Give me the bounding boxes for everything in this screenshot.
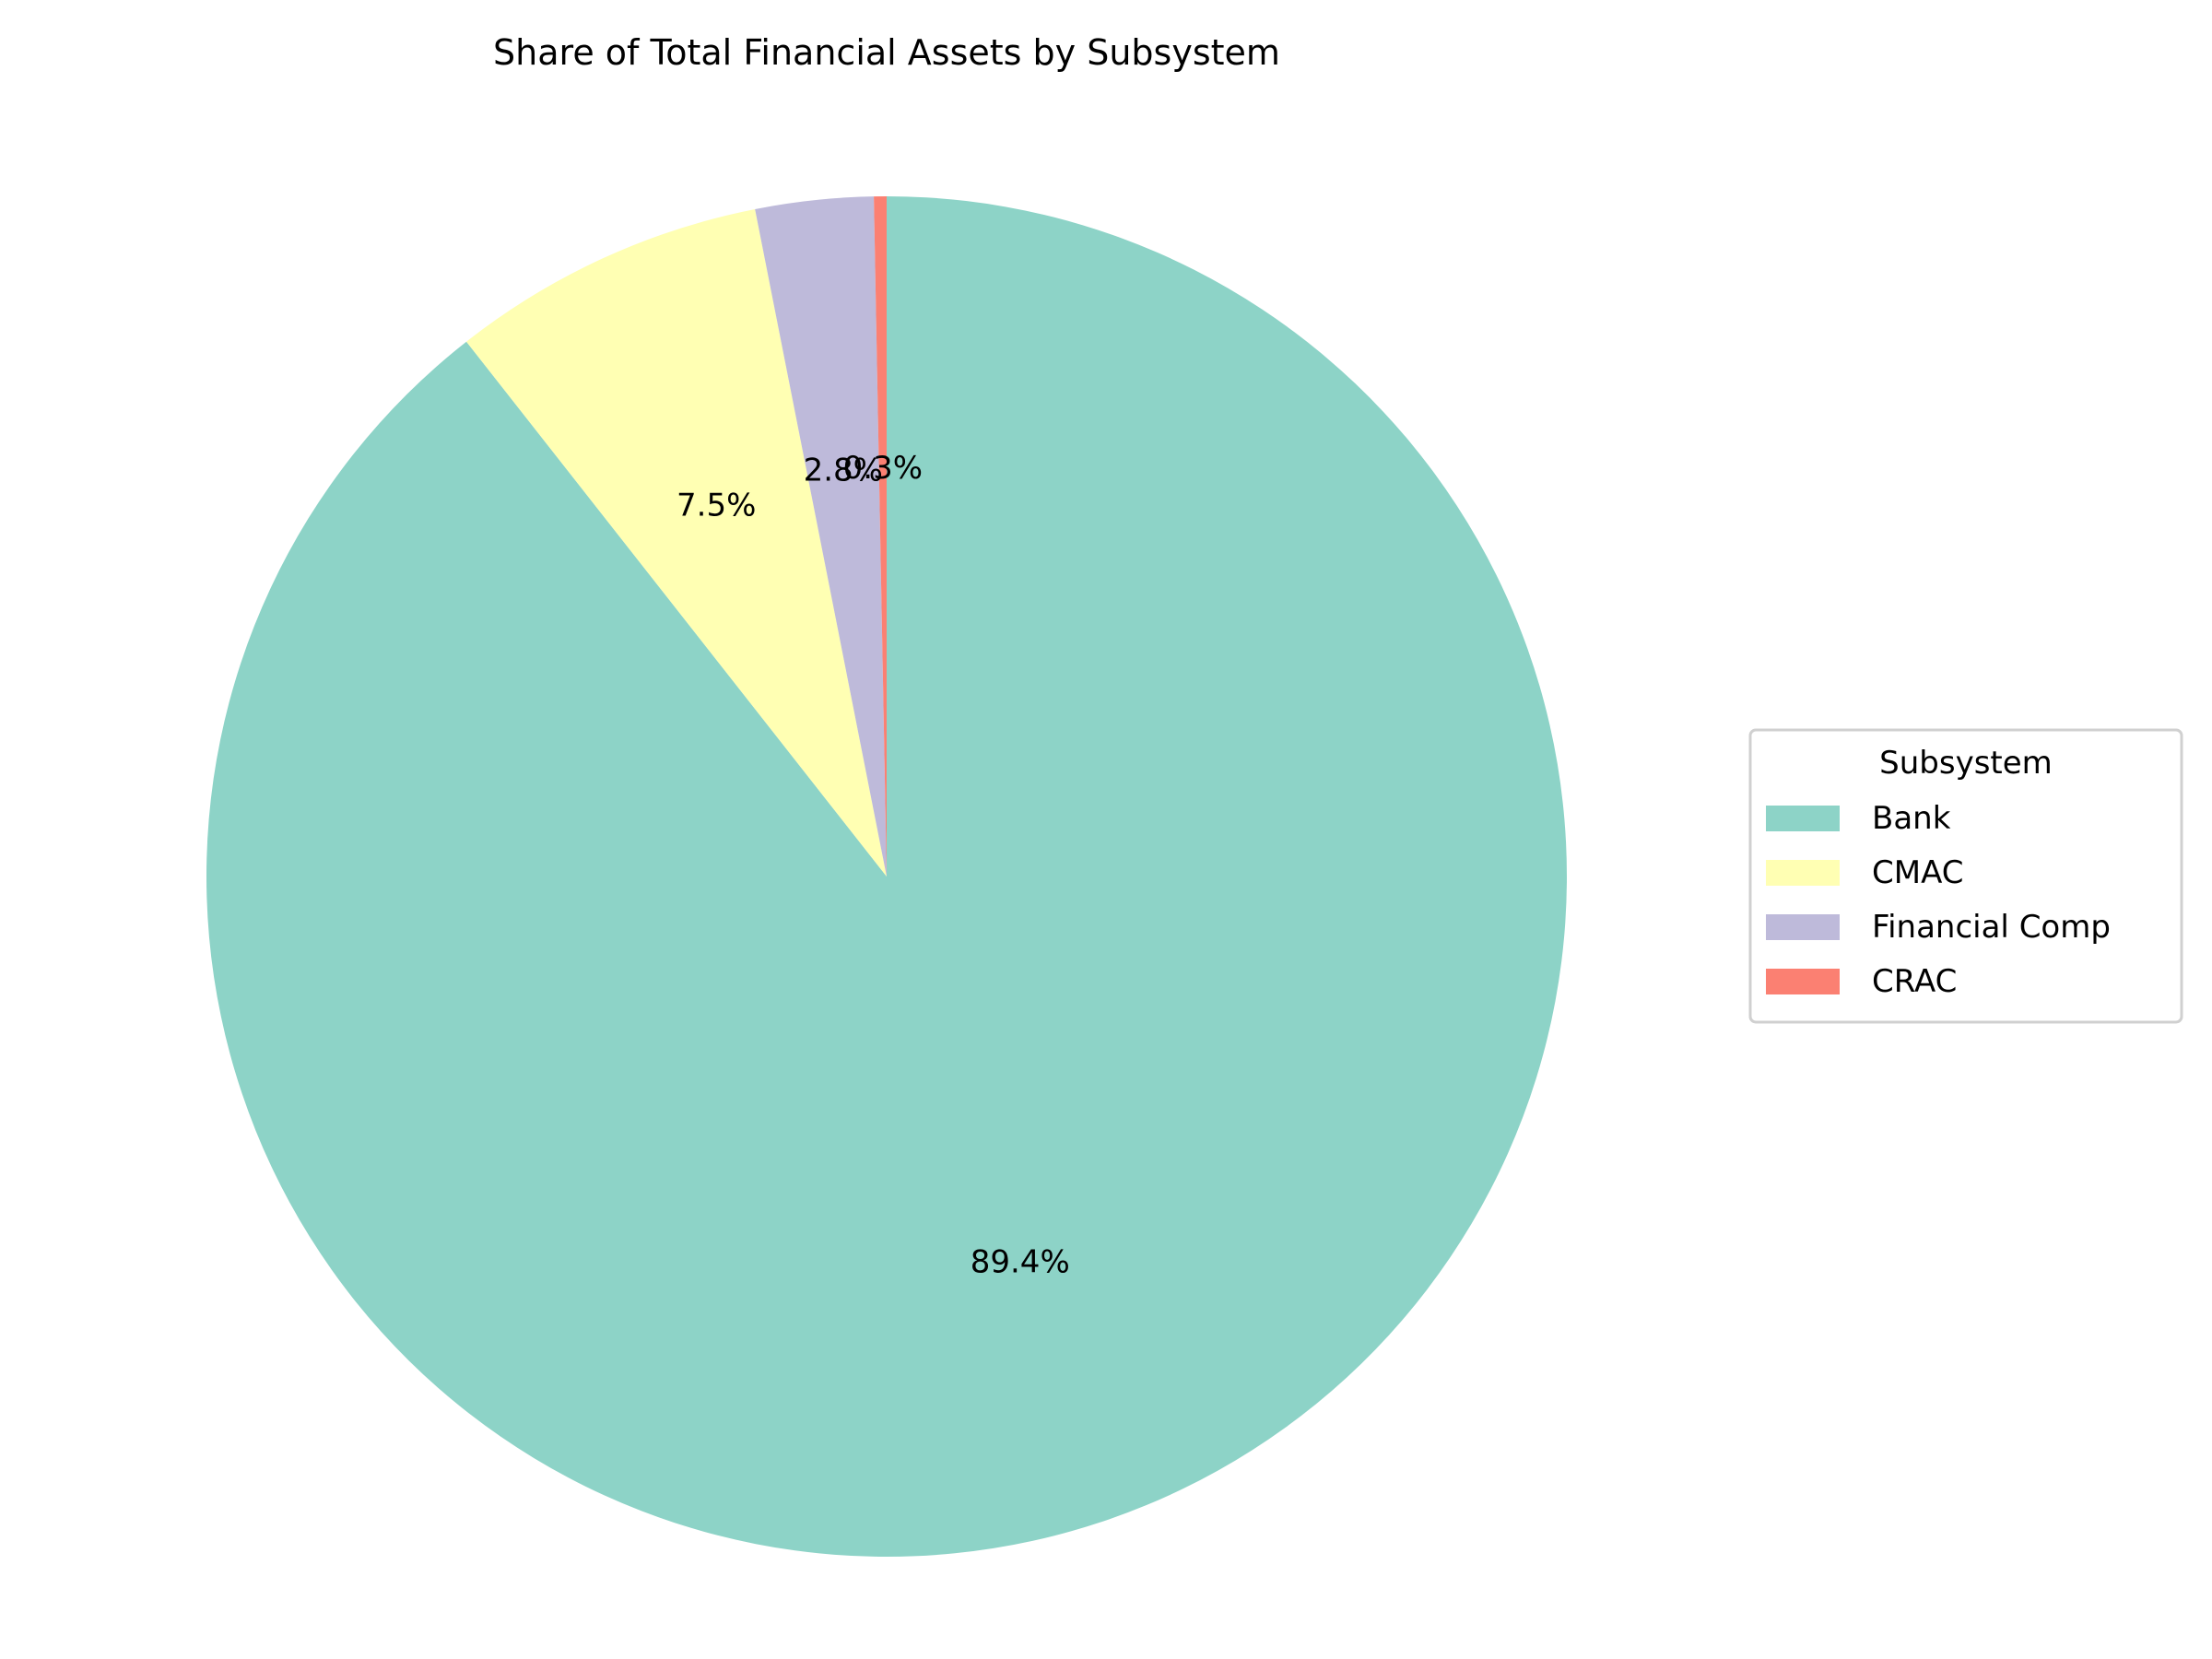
legend-swatch-crac	[1766, 969, 1840, 994]
legend-entries: Bank CMAC Financial Comp CRAC	[1766, 800, 2111, 1000]
legend-swatch-bank	[1766, 806, 1840, 831]
legend-title: Subsystem	[1879, 745, 2053, 782]
legend-label-cmac: CMAC	[1872, 854, 1963, 891]
legend-label-financial-comp: Financial Comp	[1872, 909, 2111, 946]
legend-label-bank: Bank	[1872, 800, 1951, 837]
pie-slice-labels: 89.4% 7.5% 2.8%0.3%	[677, 450, 1070, 1280]
legend-label-crac: CRAC	[1872, 963, 1957, 1000]
slice-label-financial-comp: 2.8%	[804, 453, 883, 489]
slice-label-crac: 0.3%	[843, 450, 923, 487]
chart-title: Share of Total Financial Assets by Subsy…	[493, 32, 1280, 73]
legend-swatch-cmac	[1766, 860, 1840, 886]
pie-slice-financial-comp	[755, 196, 887, 877]
slice-label-cmac: 7.5%	[677, 488, 756, 524]
pie-slice-cmac	[466, 208, 887, 877]
pie-slices	[206, 196, 1568, 1557]
slice-label-bank: 89.4%	[971, 1243, 1070, 1280]
legend-swatch-financial-comp	[1766, 914, 1840, 940]
legend-frame	[1748, 728, 2183, 1024]
legend: Subsystem Bank CMAC Financial Comp CRAC	[1748, 728, 2183, 1024]
pie-slice-crac	[874, 196, 887, 877]
